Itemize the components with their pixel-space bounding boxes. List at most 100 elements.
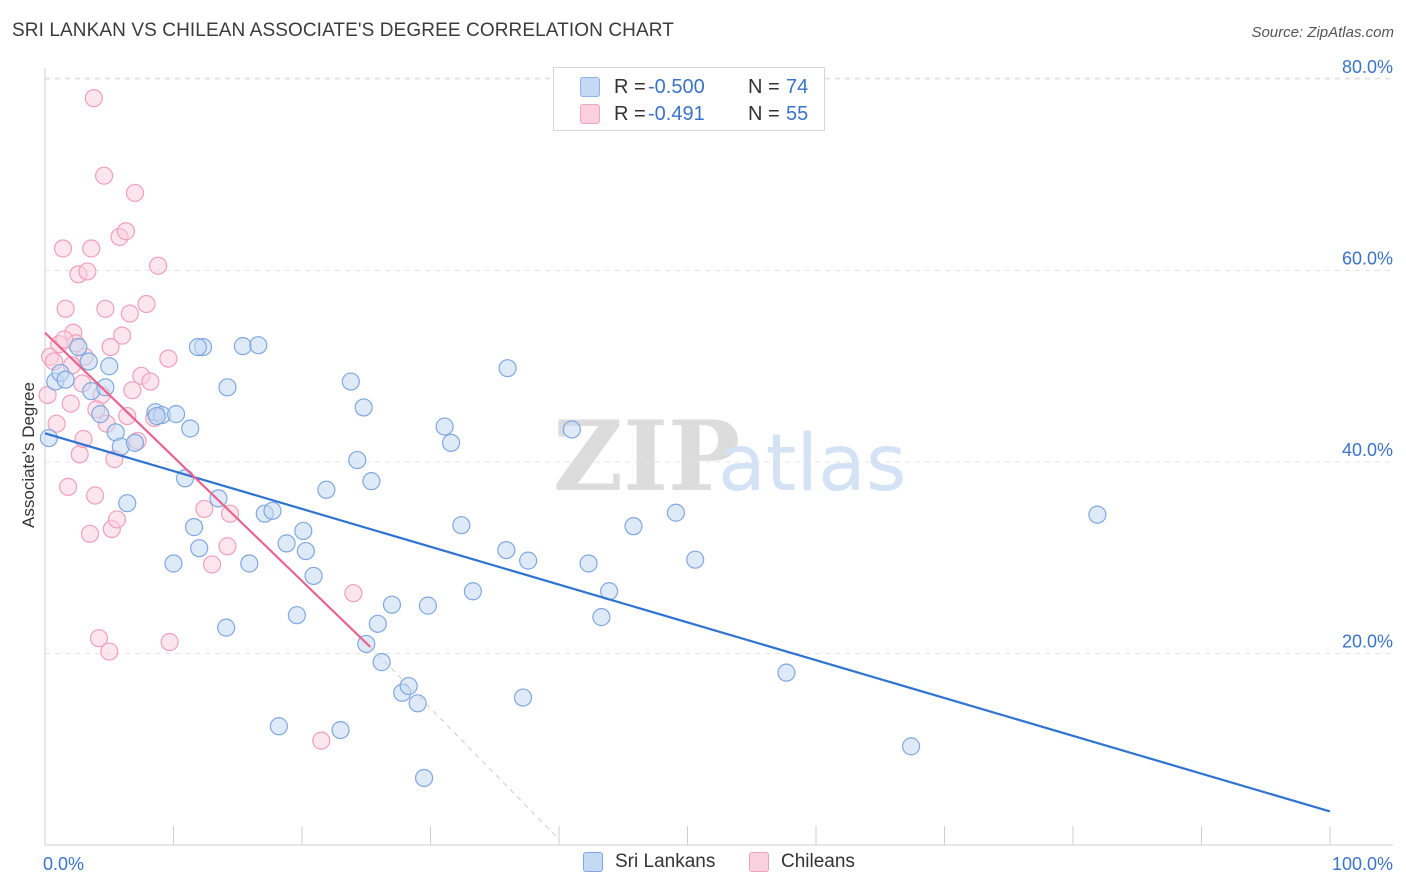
sri-lankan-point <box>354 398 373 417</box>
chilean-point <box>118 406 137 426</box>
sri-lankan-point <box>418 596 438 615</box>
sri-lankan-point <box>414 768 434 788</box>
bottom-legend-label-chileans: Chileans <box>781 851 855 872</box>
sri-lankan-point <box>624 517 643 536</box>
sri-lankan-point <box>686 550 705 569</box>
sri-lankan-point <box>56 370 75 389</box>
chilean-point <box>84 89 103 108</box>
chilean-point <box>137 294 156 314</box>
chilean-point <box>125 183 145 203</box>
sri-lankan-point <box>372 653 391 672</box>
sri-lankan-point <box>209 489 228 508</box>
sri-lankan-point <box>341 372 360 391</box>
chilean-point <box>86 486 105 505</box>
sri-lankan-point <box>166 405 186 424</box>
sri-lankan-point <box>125 433 145 452</box>
sri-lankan-point <box>277 534 296 553</box>
bottom-legend-swatch-blue <box>583 852 603 872</box>
chilean-point <box>202 555 222 574</box>
sri-lankan-point <box>296 541 315 561</box>
sri-lankan-point <box>368 614 387 633</box>
legend-n-value: 55 <box>786 102 809 125</box>
legend-swatch-sri-lankans <box>580 77 600 97</box>
bottom-legend-chileans: Chileans <box>749 851 855 873</box>
sri-lankan-point <box>362 472 381 491</box>
chilean-point <box>160 632 179 652</box>
sri-lankan-point <box>287 606 306 625</box>
y-tick-label: 20.0% <box>1342 632 1393 652</box>
chilean-point <box>55 330 74 349</box>
chilean-point <box>82 239 101 258</box>
sri-lankan-point <box>382 595 402 614</box>
chart-title: SRI LANKAN VS CHILEAN ASSOCIATE'S DEGREE… <box>12 20 674 41</box>
chilean-point <box>78 262 97 281</box>
sri-lankan-point <box>441 433 461 452</box>
chilean-point <box>218 537 237 556</box>
legend-r-label: R = <box>614 75 646 98</box>
chilean-point <box>47 414 66 433</box>
sri-lankan-point <box>190 539 209 558</box>
sri-lankan-point <box>69 338 88 357</box>
sri-lankan-point <box>39 428 58 448</box>
watermark-zip: ZIP <box>553 400 740 513</box>
chilean-point <box>220 504 240 523</box>
chilean-point <box>116 222 136 241</box>
sri-lankan-point <box>435 417 454 436</box>
correlation-legend: R = -0.500 N = 74 R = -0.491 N = 55 <box>553 67 825 131</box>
chilean-point <box>101 338 120 357</box>
chilean-point <box>95 166 114 185</box>
sri-lankan-point <box>666 503 686 522</box>
chilean-point <box>120 304 139 323</box>
chilean-point <box>312 731 331 750</box>
chilean-point <box>89 629 109 648</box>
sri-lankan-point <box>317 480 336 499</box>
sri-lankan-point <box>497 540 516 560</box>
sri-lankan-point <box>348 450 367 470</box>
sri-lankan-point <box>519 551 538 570</box>
chilean-trend-line <box>44 331 371 648</box>
legend-n-label: N = <box>748 75 780 98</box>
sri-lankan-point <box>147 406 166 426</box>
chilean-point <box>56 299 75 318</box>
sri-lankan-point <box>579 554 598 573</box>
chilean-point <box>148 256 168 275</box>
y-tick-label: 80.0% <box>1342 57 1393 77</box>
source-label: Source: ZipAtlas.com <box>1251 24 1394 41</box>
sri-lankan-point <box>100 357 119 376</box>
sri-lankan-point <box>562 420 581 439</box>
legend-r-value: -0.491 <box>648 102 705 125</box>
chilean-point <box>344 584 363 603</box>
chilean-point <box>59 477 78 496</box>
sri-lankan-point <box>901 737 921 756</box>
legend-row-chileans: R = -0.491 N = 55 <box>580 101 808 127</box>
chilean-point <box>141 372 160 391</box>
sri-lankan-point <box>218 378 237 397</box>
y-tick-label: 60.0% <box>1342 249 1393 269</box>
legend-swatch-chileans <box>580 104 600 124</box>
x-tick-label-max: 100.0% <box>1332 854 1393 874</box>
chilean-point <box>107 510 127 529</box>
chilean-point <box>61 394 80 413</box>
sri-lankan-point <box>233 337 252 356</box>
chilean-trend-extension <box>369 646 560 840</box>
sri-lankan-point <box>592 608 611 627</box>
bottom-legend-label-sri-lankans: Sri Lankans <box>615 851 716 872</box>
sri-lankan-point <box>263 501 282 520</box>
sri-lankan-point <box>164 554 183 573</box>
sri-lankan-point <box>91 405 110 424</box>
legend-n-value: 74 <box>786 75 809 98</box>
sri-lankan-point <box>79 352 98 371</box>
y-tick-label: 40.0% <box>1342 440 1393 460</box>
chilean-point <box>70 445 89 464</box>
chilean-point <box>100 642 119 661</box>
sri-lankan-point <box>498 359 517 378</box>
sri-lankan-point <box>240 554 259 573</box>
watermark-atlas: atlas <box>718 419 907 509</box>
sri-lankan-point <box>452 516 471 535</box>
legend-n-label: N = <box>748 102 780 125</box>
sri-lankan-point <box>513 688 533 707</box>
chilean-point <box>38 385 57 405</box>
sri-lankan-point <box>217 618 236 637</box>
sri-lankan-point <box>181 419 200 438</box>
